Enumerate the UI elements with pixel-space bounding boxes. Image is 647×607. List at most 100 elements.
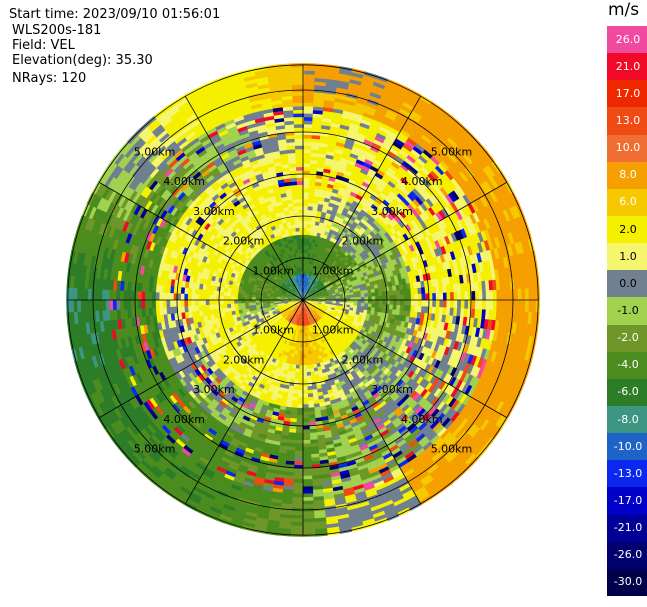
velocity-gate	[404, 140, 416, 150]
velocity-gate	[387, 150, 398, 160]
velocity-gate	[389, 164, 399, 173]
velocity-gate	[400, 146, 412, 156]
velocity-gate	[335, 141, 346, 148]
velocity-gate	[303, 84, 316, 89]
velocity-gate	[318, 222, 325, 227]
velocity-gate	[309, 234, 314, 240]
velocity-gate	[291, 493, 303, 498]
velocity-gate	[387, 130, 400, 139]
velocity-gate	[346, 300, 351, 303]
velocity-gate	[305, 350, 309, 355]
velocity-gate	[385, 82, 399, 91]
velocity-gate	[315, 217, 321, 223]
velocity-gate	[319, 263, 324, 269]
velocity-gate	[308, 291, 312, 295]
velocity-gate	[392, 300, 398, 306]
velocity-gate	[308, 198, 315, 204]
velocity-gate	[383, 173, 393, 182]
velocity-gate	[292, 471, 303, 477]
velocity-gate	[303, 252, 306, 257]
velocity-gate	[303, 81, 316, 86]
velocity-gate	[313, 99, 326, 104]
velocity-gate	[514, 300, 519, 313]
velocity-gate	[301, 496, 314, 502]
velocity-gate	[356, 132, 367, 140]
velocity-gate	[314, 74, 328, 80]
velocity-gate	[305, 241, 310, 246]
velocity-gate	[306, 238, 310, 243]
velocity-gate	[403, 185, 413, 194]
velocity-gate	[442, 300, 448, 309]
velocity-gate	[406, 137, 418, 147]
velocity-gate	[371, 191, 380, 199]
velocity-gate	[371, 300, 376, 305]
velocity-gate	[308, 242, 313, 247]
velocity-gate	[303, 155, 312, 161]
velocity-gate	[400, 300, 405, 306]
velocity-gate	[302, 454, 312, 459]
velocity-gate	[313, 231, 318, 237]
velocity-gate	[336, 138, 347, 145]
velocity-gate	[305, 288, 307, 293]
velocity-gate	[369, 91, 383, 100]
velocity-gate	[367, 292, 372, 297]
velocity-gate	[405, 119, 418, 130]
velocity-gate	[395, 169, 406, 178]
velocity-gate	[315, 178, 323, 183]
velocity-gate	[291, 500, 303, 505]
velocity-gate	[471, 291, 476, 301]
velocity-gate	[318, 149, 328, 155]
velocity-gate	[485, 290, 490, 301]
velocity-gate	[345, 166, 354, 173]
velocity-gate	[312, 113, 324, 119]
velocity-gate	[355, 135, 366, 143]
velocity-gate	[349, 152, 360, 160]
velocity-gate	[310, 283, 314, 288]
velocity-gate	[418, 137, 431, 148]
velocity-gate	[384, 196, 393, 205]
velocity-gate	[336, 83, 350, 90]
velocity-gate	[334, 97, 347, 104]
velocity-gate	[319, 252, 325, 257]
velocity-gate	[305, 293, 309, 297]
velocity-gate	[478, 290, 483, 301]
velocity-gate	[303, 77, 316, 82]
velocity-gate	[447, 118, 460, 131]
velocity-gate	[355, 98, 369, 106]
velocity-gate	[304, 266, 307, 271]
velocity-gate	[410, 110, 424, 121]
velocity-gate	[434, 150, 446, 162]
velocity-gate	[339, 160, 349, 167]
velocity-gate	[310, 156, 319, 161]
velocity-gate	[303, 102, 315, 107]
velocity-gate	[309, 287, 313, 292]
velocity-gate	[307, 202, 314, 207]
velocity-gate	[304, 292, 306, 296]
velocity-gate	[358, 125, 370, 133]
velocity-gate	[303, 266, 305, 271]
velocity-gate	[376, 152, 387, 161]
velocity-gate	[297, 386, 303, 391]
velocity-gate	[426, 107, 439, 119]
velocity-gate	[337, 76, 352, 83]
velocity-gate	[314, 277, 318, 282]
velocity-gate	[294, 450, 303, 455]
velocity-gate	[420, 152, 432, 163]
velocity-gate	[347, 85, 361, 93]
velocity-gate	[304, 284, 307, 289]
velocity-gate	[303, 177, 311, 182]
velocity-gate	[316, 167, 325, 173]
velocity-gate	[429, 122, 442, 134]
velocity-gate	[297, 400, 303, 405]
velocity-gate	[311, 284, 315, 288]
velocity-gate	[353, 209, 361, 216]
velocity-gate	[315, 278, 319, 283]
velocity-gate	[302, 429, 310, 434]
velocity-gate	[302, 414, 310, 420]
velocity-gate	[339, 202, 347, 209]
velocity-gate	[310, 267, 314, 273]
velocity-gate	[310, 279, 314, 284]
velocity-gate	[306, 231, 311, 236]
velocity-gate	[361, 78, 376, 86]
velocity-gate	[296, 404, 303, 409]
